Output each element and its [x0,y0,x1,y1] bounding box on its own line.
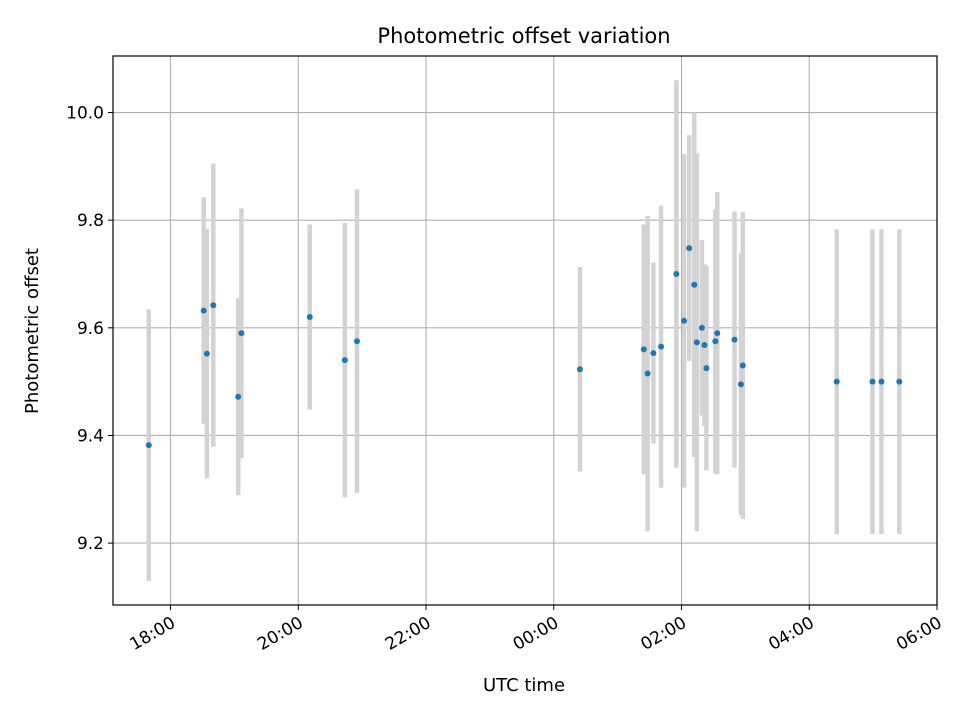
y-tick-label: 9.2 [77,534,104,554]
data-point [691,281,698,288]
grid [113,56,938,605]
data-point [576,366,583,373]
data-point [235,393,242,400]
data-point [739,362,746,369]
data-point [145,442,152,449]
data-point [686,245,693,252]
data-point [869,378,876,385]
data-point [306,314,313,321]
y-axis-label: Photometric offset [22,248,43,414]
data-point [200,307,207,314]
data-point [681,317,688,324]
data-point [833,378,840,385]
data-point [210,302,217,309]
chart-title: Photometric offset variation [377,24,670,48]
data-point [712,338,719,345]
data-point [714,330,721,337]
data-point [673,270,680,277]
data-point [731,336,738,343]
data-point [698,324,705,331]
data-point [650,350,657,357]
y-tick-label: 9.4 [77,426,104,446]
plot-frame [112,55,938,606]
data-point [703,365,710,372]
y-tick-label: 10.0 [66,104,104,124]
y-tick-label: 9.6 [77,319,104,339]
data-point [644,370,651,377]
data-point [878,378,885,385]
data-point [896,378,903,385]
data-point [341,357,348,364]
data-point [640,346,647,353]
data-point [737,381,744,388]
data-point [354,338,361,345]
data-points [145,245,903,449]
y-tick-label: 9.8 [77,211,104,231]
data-point [203,350,210,357]
y-axis-ticks: 9.2 9.4 9.6 9.8 10.0 [66,104,113,554]
x-axis-label: UTC time [483,675,565,696]
data-point [693,339,700,346]
data-point [658,343,665,350]
data-point [238,330,245,337]
data-point [701,342,708,349]
